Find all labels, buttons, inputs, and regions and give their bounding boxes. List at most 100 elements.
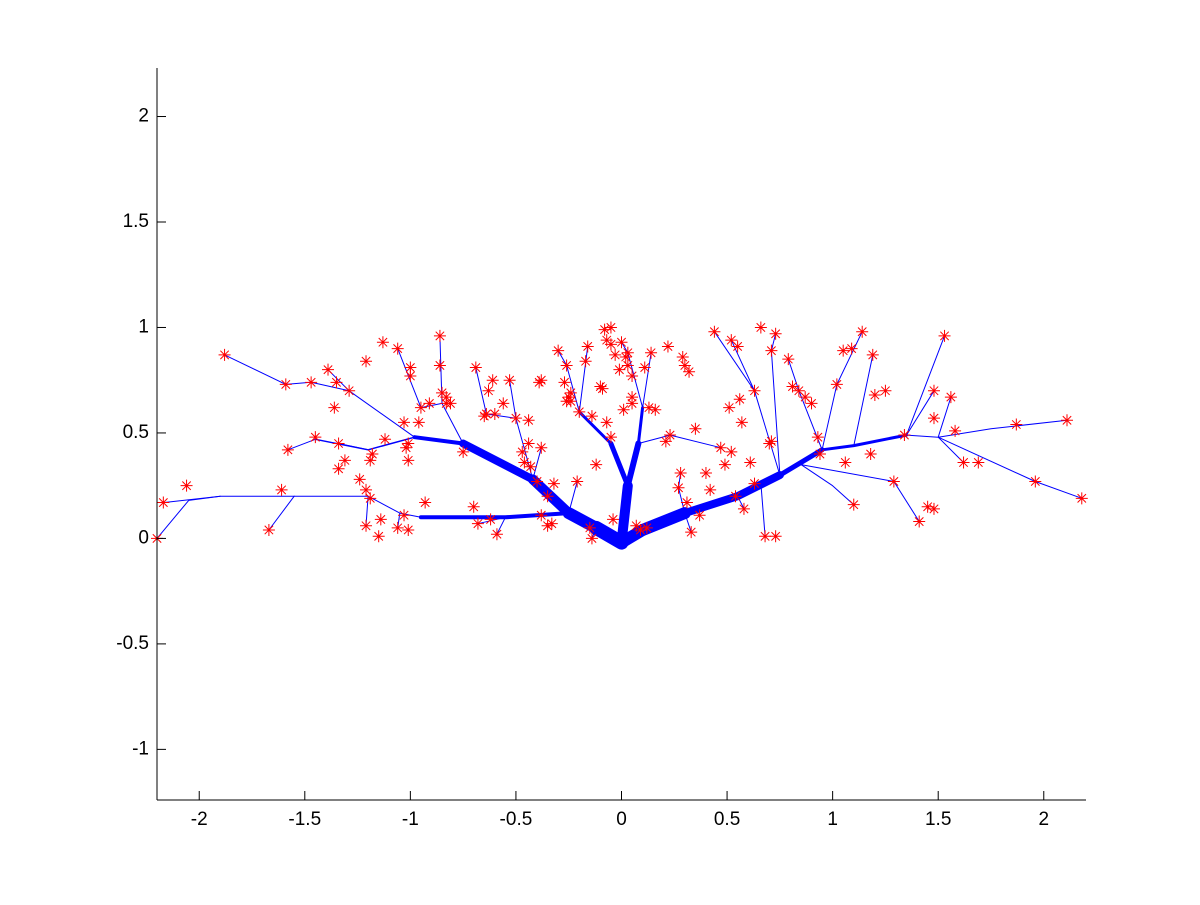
- point-marker: [402, 437, 415, 450]
- point-marker: [482, 384, 495, 397]
- point-marker: [328, 401, 341, 414]
- point-marker: [607, 513, 620, 526]
- point-marker: [645, 346, 658, 359]
- x-tick-label: -1.5: [288, 809, 321, 830]
- point-marker: [864, 448, 877, 461]
- point-marker: [672, 481, 685, 494]
- point-marker: [338, 454, 351, 467]
- point-marker: [376, 336, 389, 349]
- point-marker: [309, 431, 322, 444]
- point-marker: [471, 517, 484, 530]
- point-marker: [391, 521, 404, 534]
- point-marker: [769, 327, 782, 340]
- branch: [608, 441, 631, 489]
- point-marker: [360, 519, 373, 532]
- point-marker: [488, 407, 501, 420]
- point-marker: [332, 462, 345, 475]
- point-marker: [404, 369, 417, 382]
- point-marker: [558, 376, 571, 389]
- branch: [937, 436, 964, 463]
- branch: [287, 438, 316, 451]
- point-marker: [560, 359, 573, 372]
- branch: [568, 481, 578, 514]
- point-marker: [642, 401, 655, 414]
- point-marker: [467, 500, 480, 513]
- point-marker: [805, 397, 818, 410]
- point-marker: [782, 353, 795, 366]
- x-tick-label: 1.5: [925, 809, 951, 830]
- point-marker: [725, 334, 738, 347]
- point-marker: [353, 473, 366, 486]
- point-marker: [868, 388, 881, 401]
- point-marker: [364, 454, 377, 467]
- point-marker: [279, 378, 292, 391]
- point-marker: [469, 361, 482, 374]
- point-marker: [708, 325, 721, 338]
- point-marker: [583, 521, 596, 534]
- point-marker: [944, 391, 957, 404]
- branch: [937, 396, 952, 438]
- point-marker: [372, 530, 385, 543]
- branch: [268, 495, 295, 531]
- branch: [532, 447, 542, 480]
- point-marker: [564, 395, 577, 408]
- point-marker: [531, 475, 544, 488]
- point-marker: [402, 523, 415, 536]
- branch: [906, 335, 945, 436]
- point-marker: [845, 342, 858, 355]
- point-marker: [480, 407, 493, 420]
- point-marker: [484, 513, 497, 526]
- point-marker: [957, 456, 970, 469]
- point-marker: [609, 348, 622, 361]
- branch: [162, 495, 221, 504]
- point-marker: [322, 363, 335, 376]
- branch: [496, 516, 506, 535]
- branch: [853, 354, 874, 447]
- point-marker: [503, 374, 516, 387]
- point-marker: [535, 441, 548, 454]
- branch: [684, 512, 692, 533]
- point-marker: [718, 458, 731, 471]
- x-tick-label: 0.5: [714, 809, 740, 830]
- point-marker: [898, 429, 911, 442]
- branch: [338, 443, 369, 451]
- point-marker: [714, 441, 727, 454]
- x-tick-label: 0: [616, 809, 627, 830]
- point-marker: [332, 437, 345, 450]
- point-marker: [830, 378, 843, 391]
- point-marker: [621, 346, 634, 359]
- point-marker: [180, 479, 193, 492]
- point-marker: [440, 391, 453, 404]
- point-marker: [1061, 414, 1073, 427]
- point-marker: [725, 445, 738, 458]
- point-marker: [398, 416, 411, 429]
- point-marker: [522, 414, 535, 427]
- point-marker: [1075, 492, 1088, 505]
- point-marker: [433, 359, 446, 372]
- point-marker: [786, 380, 799, 393]
- point-marker: [927, 412, 940, 425]
- point-marker: [564, 386, 577, 399]
- point-marker: [598, 323, 611, 336]
- x-tick-label: -0.5: [500, 809, 533, 830]
- branch: [737, 495, 745, 510]
- point-marker: [879, 384, 892, 397]
- y-tick-label: 0: [138, 527, 149, 548]
- point-marker: [799, 391, 812, 404]
- point-marker: [596, 382, 609, 395]
- point-marker: [949, 424, 962, 437]
- point-marker: [275, 483, 288, 496]
- point-marker: [585, 410, 598, 423]
- point-marker: [621, 359, 634, 372]
- point-marker: [754, 321, 767, 334]
- point-marker: [490, 528, 503, 541]
- point-marker: [419, 496, 432, 509]
- point-marker: [562, 391, 575, 404]
- point-marker: [689, 422, 702, 435]
- branch: [642, 352, 652, 409]
- point-marker: [218, 348, 231, 361]
- point-marker: [638, 361, 651, 374]
- point-marker: [619, 351, 632, 364]
- point-marker: [1010, 418, 1023, 431]
- point-marker: [573, 405, 586, 418]
